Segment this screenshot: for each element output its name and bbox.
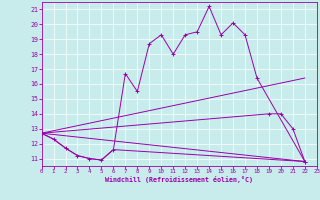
X-axis label: Windchill (Refroidissement éolien,°C): Windchill (Refroidissement éolien,°C) (105, 176, 253, 183)
